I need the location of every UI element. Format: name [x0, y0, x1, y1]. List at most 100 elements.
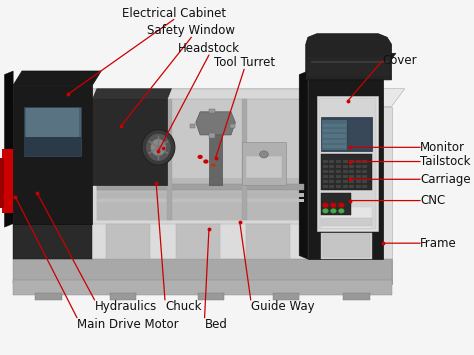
- Polygon shape: [24, 106, 82, 156]
- Bar: [176, 224, 220, 259]
- Bar: [349, 160, 354, 163]
- Polygon shape: [196, 112, 236, 135]
- Bar: [319, 98, 376, 229]
- Bar: [363, 180, 367, 183]
- Bar: [343, 165, 347, 168]
- Bar: [329, 165, 334, 168]
- Bar: [336, 180, 341, 183]
- Circle shape: [330, 203, 337, 208]
- Circle shape: [322, 208, 328, 213]
- Bar: [356, 170, 361, 173]
- Bar: [356, 185, 361, 188]
- Circle shape: [198, 155, 203, 159]
- Bar: [349, 180, 354, 183]
- Text: Hydraulics: Hydraulics: [95, 300, 157, 313]
- Bar: [336, 185, 341, 188]
- Bar: [246, 156, 282, 178]
- Ellipse shape: [162, 147, 165, 150]
- Bar: [167, 99, 173, 220]
- Bar: [349, 120, 370, 150]
- Polygon shape: [308, 53, 396, 71]
- Polygon shape: [299, 71, 308, 259]
- Bar: [356, 180, 361, 183]
- Text: Carriage: Carriage: [420, 173, 471, 186]
- Bar: [321, 117, 372, 151]
- Polygon shape: [13, 259, 392, 284]
- Polygon shape: [13, 89, 405, 106]
- Bar: [323, 165, 328, 168]
- Ellipse shape: [146, 133, 171, 162]
- Text: CNC: CNC: [420, 194, 446, 207]
- Bar: [230, 124, 236, 128]
- Bar: [323, 140, 346, 143]
- Bar: [321, 154, 372, 190]
- Ellipse shape: [151, 139, 166, 156]
- Bar: [323, 129, 346, 132]
- Text: Tailstock: Tailstock: [420, 155, 471, 168]
- Polygon shape: [92, 89, 172, 99]
- Bar: [349, 165, 354, 168]
- Bar: [242, 142, 286, 185]
- Polygon shape: [97, 99, 303, 220]
- Polygon shape: [308, 57, 389, 76]
- Polygon shape: [27, 108, 79, 137]
- Bar: [343, 185, 347, 188]
- Bar: [363, 170, 367, 173]
- Bar: [273, 293, 299, 300]
- Circle shape: [203, 159, 209, 164]
- Text: Monitor: Monitor: [420, 141, 465, 154]
- Polygon shape: [97, 178, 303, 220]
- Ellipse shape: [142, 130, 175, 165]
- Bar: [323, 145, 346, 148]
- Bar: [210, 133, 215, 138]
- Bar: [198, 293, 224, 300]
- Circle shape: [338, 203, 345, 208]
- Bar: [321, 233, 372, 259]
- Bar: [97, 184, 303, 190]
- Bar: [190, 124, 195, 128]
- Bar: [322, 120, 346, 150]
- Text: Cover: Cover: [383, 54, 417, 67]
- Polygon shape: [13, 106, 392, 259]
- Bar: [343, 180, 347, 183]
- Bar: [336, 170, 341, 173]
- Bar: [363, 185, 367, 188]
- Circle shape: [260, 151, 268, 158]
- Text: Safety Window: Safety Window: [147, 24, 236, 37]
- Bar: [323, 234, 370, 257]
- Polygon shape: [13, 71, 101, 85]
- Polygon shape: [13, 85, 92, 224]
- Bar: [13, 259, 392, 284]
- Bar: [343, 293, 370, 300]
- Bar: [323, 180, 328, 183]
- Bar: [356, 165, 361, 168]
- Circle shape: [211, 163, 216, 167]
- Bar: [336, 160, 341, 163]
- Text: Guide Way: Guide Way: [251, 300, 314, 313]
- Text: Bed: Bed: [205, 318, 228, 331]
- Polygon shape: [4, 71, 13, 227]
- Polygon shape: [306, 34, 392, 80]
- Bar: [343, 175, 347, 178]
- Text: Chuck: Chuck: [165, 300, 201, 313]
- Bar: [13, 280, 392, 295]
- Text: Electrical Cabinet: Electrical Cabinet: [122, 6, 226, 20]
- Bar: [329, 170, 334, 173]
- Bar: [363, 175, 367, 178]
- Bar: [336, 165, 341, 168]
- Bar: [35, 293, 62, 300]
- Bar: [329, 185, 334, 188]
- Bar: [329, 180, 334, 183]
- Bar: [317, 96, 378, 231]
- Bar: [110, 293, 137, 300]
- Circle shape: [322, 203, 328, 208]
- Text: Tool Turret: Tool Turret: [214, 56, 275, 69]
- Bar: [246, 224, 291, 259]
- Text: Frame: Frame: [420, 237, 457, 250]
- Polygon shape: [24, 137, 82, 156]
- Bar: [363, 165, 367, 168]
- Bar: [349, 175, 354, 178]
- Bar: [329, 160, 334, 163]
- Bar: [336, 175, 341, 178]
- Bar: [97, 199, 303, 202]
